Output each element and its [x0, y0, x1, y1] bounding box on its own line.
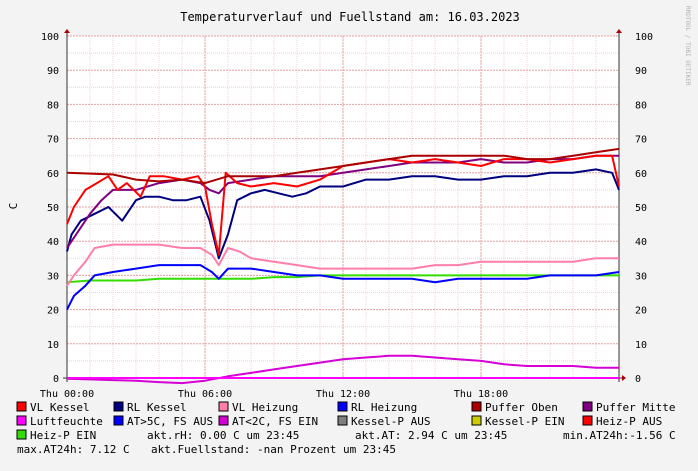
legend-label: RL Kessel: [127, 401, 187, 414]
info-lines: akt.rH: 0.00 C um 23:45 akt.AT: 2.94 C um…: [17, 429, 676, 456]
y-tick-label-right: 20: [635, 306, 647, 317]
legend-label: Puffer Oben: [485, 401, 558, 414]
legend-swatch: [16, 429, 27, 440]
y-axis-arrow: [64, 29, 70, 33]
y-tick-label-right: 40: [635, 237, 647, 248]
series-line-3: [66, 264, 620, 311]
legend-label: AT<2C, FS EIN: [232, 415, 318, 428]
legend-swatch: [471, 401, 482, 412]
x-tick-label: Thu 00:00: [40, 389, 94, 400]
legend-swatch: [582, 415, 593, 426]
legend-label: Kessel-P EIN: [485, 415, 564, 428]
legend-label: VL Heizung: [232, 401, 298, 414]
y-tick-label: 90: [47, 66, 59, 77]
legend-swatch: [113, 401, 124, 412]
tick-labels: 0 0 10 10 20 20 30 30 40 40 50 50 60 60 70 70 80 80 90 90 10…: [40, 32, 653, 400]
series-layer: [66, 147, 620, 385]
legend-label: AT>5C, FS AUS: [127, 415, 213, 428]
y-tick-label-right: 50: [635, 203, 647, 214]
legend-swatch: [16, 401, 27, 412]
series-line-4: [66, 147, 620, 185]
series-line-12: [66, 274, 619, 284]
legend-label: Heiz-P AUS: [596, 415, 662, 428]
y-axis-arrow-right: [616, 29, 622, 33]
y-tick-label-right: 70: [635, 135, 647, 146]
info-line: akt.Fuellstand: -nan Prozent um 23:45: [151, 443, 396, 456]
series-line-8: [66, 354, 619, 385]
legend-swatch: [218, 401, 229, 412]
info-line: akt.rH: 0.00 C um 23:45: [147, 429, 299, 442]
info-line: max.AT24h: 7.12 C: [17, 443, 130, 456]
info-line: min.AT24h:-1.56 C: [563, 429, 676, 442]
x-tick-label: Thu 18:00: [454, 389, 508, 400]
y-tick-label-right: 10: [635, 340, 647, 351]
legend-label: RL Heizung: [351, 401, 417, 414]
legend-swatch: [337, 415, 348, 426]
legend-swatch: [113, 415, 124, 426]
y-tick-label-right: 30: [635, 271, 647, 282]
y-tick-label: 50: [47, 203, 59, 214]
y-tick-label: 80: [47, 100, 59, 111]
legend-swatch: [218, 415, 229, 426]
y-tick-label-right: 60: [635, 169, 647, 180]
legend-label: Heiz-P EIN: [30, 429, 96, 442]
legend-swatch: [337, 401, 348, 412]
x-axis-arrow: [622, 375, 626, 381]
legend-label: VL Kessel: [30, 401, 90, 414]
legend: VL Kessel RL Kessel VL Heizung RL Heizung Pu…: [16, 401, 675, 442]
series-line-0: [66, 154, 620, 256]
legend-swatch: [582, 401, 593, 412]
y-tick-label: 30: [47, 271, 59, 282]
legend-label: Puffer Mitte: [596, 401, 675, 414]
y-axis-label: C: [7, 203, 20, 210]
legend-swatch: [16, 415, 27, 426]
legend-swatch: [471, 415, 482, 426]
x-tick-label: Thu 06:00: [178, 389, 232, 400]
y-tick-label: 70: [47, 135, 59, 146]
series-line-2: [66, 243, 619, 287]
legend-label: Luftfeuchte: [30, 415, 103, 428]
legend-label: Kessel-P AUS: [351, 415, 430, 428]
y-tick-label: 100: [41, 32, 59, 43]
y-tick-label: 40: [47, 237, 59, 248]
y-tick-label-right: 100: [635, 32, 653, 43]
y-tick-label: 60: [47, 169, 59, 180]
y-tick-label-right: 90: [635, 66, 647, 77]
y-tick-label: 10: [47, 340, 59, 351]
y-tick-label-right: 0: [635, 374, 641, 385]
series-line-5: [66, 154, 619, 249]
y-tick-label: 0: [53, 374, 59, 385]
watermark: RRDTOOL / TOBI OETIKER: [684, 6, 691, 86]
chart-title: Temperaturverlauf und Fuellstand am: 16.…: [180, 10, 520, 24]
info-line: akt.AT: 2.94 C um 23:45: [355, 429, 507, 442]
y-tick-label-right: 80: [635, 100, 647, 111]
y-tick-label: 20: [47, 306, 59, 317]
x-tick-label: Thu 12:00: [316, 389, 370, 400]
series-line-1: [66, 168, 620, 260]
